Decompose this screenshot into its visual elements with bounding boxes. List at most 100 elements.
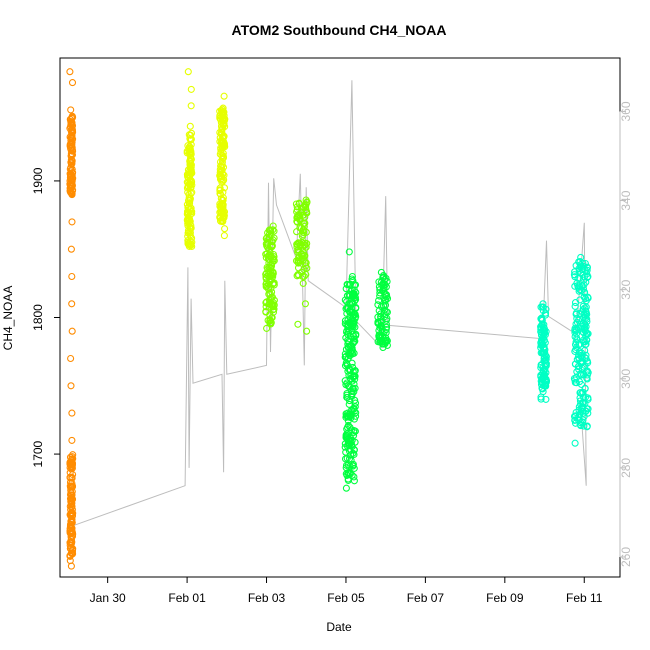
data-point bbox=[68, 409, 76, 417]
data-point-dense bbox=[350, 446, 358, 454]
data-point-dense bbox=[542, 369, 550, 377]
x-axis-label: Date bbox=[326, 620, 352, 634]
data-point bbox=[220, 232, 228, 240]
series-flight-2b bbox=[216, 92, 229, 240]
x-tick-label: Jan 30 bbox=[90, 591, 126, 605]
data-point-dense bbox=[67, 501, 76, 509]
data-point-dense bbox=[380, 309, 388, 318]
data-point-dense bbox=[219, 149, 227, 157]
data-point-dense bbox=[66, 529, 74, 537]
data-point-dense bbox=[581, 353, 589, 362]
x-tick-label: Feb 11 bbox=[566, 591, 603, 605]
data-point-dense bbox=[350, 281, 359, 289]
x-tick-label: Feb 09 bbox=[486, 591, 524, 605]
data-point-dense bbox=[67, 510, 75, 518]
data-point bbox=[67, 245, 75, 253]
data-point-dense bbox=[349, 339, 357, 347]
data-point-dense bbox=[572, 310, 580, 318]
data-point bbox=[68, 79, 77, 87]
data-point bbox=[67, 562, 75, 570]
y2-tick-label: 360 bbox=[619, 101, 633, 121]
data-point-dense bbox=[344, 412, 352, 420]
data-point-dense bbox=[576, 370, 584, 378]
data-point-dense bbox=[381, 297, 389, 305]
data-point-dense bbox=[350, 372, 358, 380]
data-point-dense bbox=[303, 199, 311, 207]
data-point-dense bbox=[343, 432, 351, 440]
data-point-dense bbox=[218, 202, 226, 210]
data-point-dense bbox=[352, 295, 360, 304]
data-point bbox=[342, 484, 350, 492]
data-point-dense bbox=[186, 147, 194, 155]
data-point-dense bbox=[383, 341, 391, 349]
data-point-dense bbox=[216, 168, 224, 177]
data-point-dense bbox=[293, 243, 301, 251]
data-point-dense bbox=[266, 248, 274, 256]
data-point-dense bbox=[584, 293, 592, 301]
y2-tick-label: 280 bbox=[619, 458, 633, 478]
data-point-dense bbox=[583, 423, 591, 431]
altitude-track-line bbox=[72, 80, 587, 527]
data-point-dense bbox=[262, 234, 270, 243]
data-point-dense bbox=[382, 326, 390, 334]
data-point-dense bbox=[341, 296, 349, 304]
data-point-dense bbox=[377, 321, 385, 329]
data-point-dense bbox=[574, 353, 582, 361]
data-point-dense bbox=[374, 313, 382, 321]
data-point bbox=[68, 327, 76, 335]
data-point bbox=[67, 106, 75, 114]
points-layer bbox=[66, 68, 592, 570]
data-point-dense bbox=[343, 281, 352, 289]
data-point-dense bbox=[345, 291, 353, 299]
data-point-dense bbox=[575, 378, 584, 386]
data-point-dense bbox=[68, 177, 76, 185]
data-point-dense bbox=[583, 315, 591, 323]
data-point-dense bbox=[267, 295, 275, 303]
data-point-dense bbox=[301, 259, 309, 267]
data-point-dense bbox=[184, 215, 192, 223]
plot-frame bbox=[59, 57, 621, 578]
data-point-dense bbox=[539, 334, 547, 342]
series-flight-4b bbox=[374, 268, 392, 352]
chart-title: ATOM2 Southbound CH4_NOAA bbox=[232, 22, 447, 38]
data-point-dense bbox=[578, 405, 586, 413]
y2-tick-label: 320 bbox=[619, 279, 633, 299]
data-point-dense bbox=[380, 294, 388, 302]
data-point-dense bbox=[293, 214, 301, 222]
data-point-dense bbox=[538, 303, 546, 311]
data-point bbox=[68, 436, 76, 444]
data-point-dense bbox=[572, 412, 580, 420]
data-point-dense bbox=[571, 376, 579, 384]
data-point-dense bbox=[578, 364, 586, 372]
data-point-dense bbox=[66, 483, 75, 491]
data-point-dense bbox=[537, 361, 545, 369]
data-point-dense bbox=[345, 441, 353, 449]
data-point-dense bbox=[380, 313, 389, 321]
data-point-dense bbox=[576, 389, 584, 397]
y-tick-label: 1800 bbox=[31, 304, 45, 331]
data-point bbox=[294, 320, 302, 328]
data-point-dense bbox=[218, 158, 226, 166]
data-point-dense bbox=[537, 393, 545, 401]
data-point-dense bbox=[539, 343, 548, 352]
data-point-dense bbox=[184, 232, 192, 240]
data-point-dense bbox=[219, 107, 227, 115]
data-point-dense bbox=[302, 203, 310, 211]
data-point-dense bbox=[571, 299, 580, 307]
data-point-dense bbox=[68, 114, 76, 122]
data-point bbox=[68, 300, 76, 308]
data-point-dense bbox=[67, 486, 75, 494]
data-point-dense bbox=[188, 188, 196, 196]
data-point-dense bbox=[348, 407, 356, 415]
data-point-dense bbox=[301, 239, 309, 247]
data-point-dense bbox=[220, 120, 228, 128]
data-point-dense bbox=[294, 259, 302, 267]
data-point-dense bbox=[344, 321, 352, 330]
data-point-dense bbox=[185, 131, 193, 139]
data-point-dense bbox=[348, 359, 356, 367]
y-tick-label: 1900 bbox=[31, 167, 45, 194]
data-point bbox=[263, 324, 271, 332]
data-point-dense bbox=[184, 203, 192, 212]
data-point bbox=[66, 68, 74, 76]
data-point-dense bbox=[350, 450, 358, 459]
